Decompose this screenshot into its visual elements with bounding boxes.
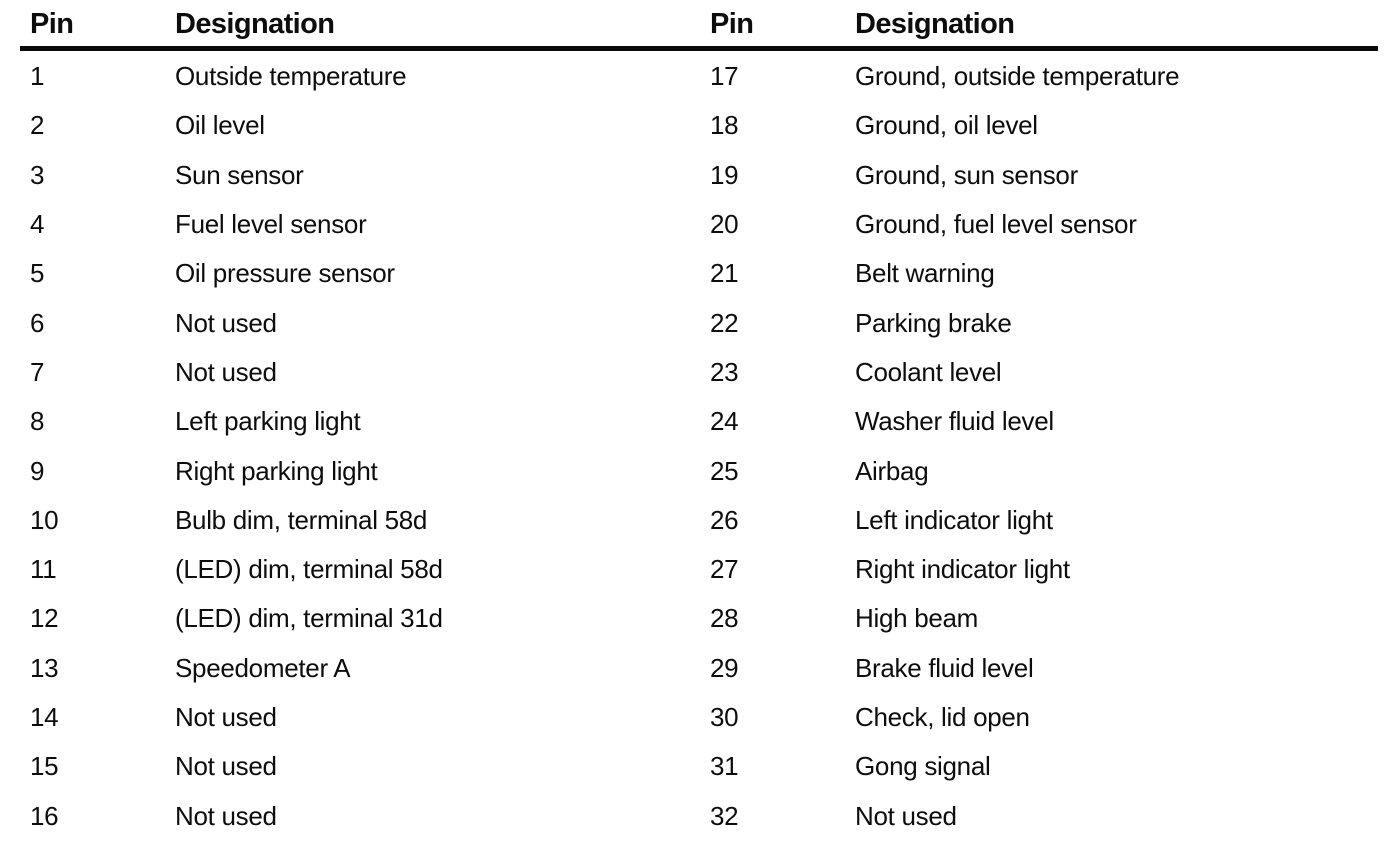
table-row: 10 Bulb dim, terminal 58d 26 Left indicator… xyxy=(0,496,1392,545)
table-row: 16 Not used 32 Not used xyxy=(0,791,1392,840)
pin-cell: 4 xyxy=(30,209,45,240)
pin-cell: 7 xyxy=(30,356,45,387)
pin-cell: 22 xyxy=(710,307,739,338)
table-row: 6 Not used 22 Parking brake xyxy=(0,298,1392,347)
designation-cell: High beam xyxy=(855,603,979,634)
designation-cell: Check, lid open xyxy=(855,702,1030,732)
pin-cell: 13 xyxy=(30,652,59,683)
pin-cell: 14 xyxy=(30,702,59,732)
table-row: 9 Right parking light 25 Airbag xyxy=(0,446,1392,495)
designation-cell: Oil level xyxy=(175,110,265,141)
designation-cell: Coolant level xyxy=(855,356,1002,387)
pin-cell: 15 xyxy=(30,751,59,782)
table-body: 1 Outside temperature 17 Ground, outside te… xyxy=(0,52,1392,841)
designation-cell: Speedometer A xyxy=(175,652,351,683)
designation-cell: Fuel level sensor xyxy=(175,209,367,240)
header-rule xyxy=(20,46,1378,51)
designation-cell: Not used xyxy=(175,307,277,338)
pin-cell: 31 xyxy=(710,751,739,782)
pin-cell: 19 xyxy=(710,159,739,190)
designation-cell: Brake fluid level xyxy=(855,652,1034,683)
pin-cell: 21 xyxy=(710,258,739,289)
pin-cell: 26 xyxy=(710,504,739,535)
pin-cell: 18 xyxy=(710,110,739,141)
column-header-designation-right: Designation xyxy=(855,8,1015,40)
designation-cell: Left indicator light xyxy=(855,504,1053,535)
designation-cell: Oil pressure sensor xyxy=(175,258,395,289)
designation-cell: Outside temperature xyxy=(175,61,407,92)
designation-cell: Belt warning xyxy=(855,258,995,289)
table-row: 2 Oil level 18 Ground, oil level xyxy=(0,101,1392,150)
table-row: 13 Speedometer A 29 Brake fluid level xyxy=(0,644,1392,693)
pin-cell: 20 xyxy=(710,209,739,240)
designation-cell: Ground, sun sensor xyxy=(855,159,1078,190)
designation-cell: Bulb dim, terminal 58d xyxy=(175,504,428,535)
pin-cell: 29 xyxy=(710,652,739,683)
pin-cell: 6 xyxy=(30,307,45,338)
pin-cell: 9 xyxy=(30,455,45,486)
designation-cell: Left parking light xyxy=(175,406,361,437)
pin-cell: 10 xyxy=(30,504,59,535)
column-header-pin-right: Pin xyxy=(710,8,754,40)
designation-cell: (LED) dim, terminal 58d xyxy=(175,554,443,585)
designation-cell: Gong signal xyxy=(855,751,991,782)
pin-cell: 11 xyxy=(30,554,57,585)
designation-cell: Ground, fuel level sensor xyxy=(855,209,1137,240)
pin-cell: 17 xyxy=(710,61,739,92)
designation-cell: Not used xyxy=(175,356,277,387)
designation-cell: Parking brake xyxy=(855,307,1012,338)
table-row: 11 (LED) dim, terminal 58d 27 Right indicat… xyxy=(0,545,1392,594)
pin-cell: 1 xyxy=(30,61,45,92)
pin-cell: 25 xyxy=(710,455,739,486)
designation-cell: Sun sensor xyxy=(175,159,304,190)
table-row: 5 Oil pressure sensor 21 Belt warning xyxy=(0,249,1392,298)
designation-cell: Not used xyxy=(175,702,277,732)
designation-cell: (LED) dim, terminal 31d xyxy=(175,603,443,634)
pin-cell: 28 xyxy=(710,603,739,634)
table-row: 14 Not used 30 Check, lid open xyxy=(0,693,1392,742)
designation-cell: Right indicator light xyxy=(855,554,1070,585)
table-header-row: Pin Designation Pin Designation xyxy=(0,10,1392,46)
pin-cell: 16 xyxy=(30,800,59,831)
column-header-designation-left: Designation xyxy=(175,8,335,40)
pin-cell: 12 xyxy=(30,603,59,634)
table-row: 7 Not used 23 Coolant level xyxy=(0,348,1392,397)
table-row: 1 Outside temperature 17 Ground, outside te… xyxy=(0,52,1392,101)
pin-cell: 27 xyxy=(710,554,739,585)
pin-cell: 8 xyxy=(30,406,45,437)
pin-cell: 5 xyxy=(30,258,45,289)
table-row: 8 Left parking light 24 Washer fluid level xyxy=(0,397,1392,446)
table-row: 3 Sun sensor 19 Ground, sun sensor xyxy=(0,151,1392,200)
designation-cell: Airbag xyxy=(855,455,929,486)
pin-cell: 30 xyxy=(710,702,739,732)
designation-cell: Not used xyxy=(175,751,277,782)
designation-cell: Not used xyxy=(175,800,277,831)
pin-cell: 23 xyxy=(710,356,739,387)
pin-cell: 3 xyxy=(30,159,45,190)
table-row: 12 (LED) dim, terminal 31d 28 High beam xyxy=(0,594,1392,643)
designation-cell: Ground, outside temperature xyxy=(855,61,1180,92)
designation-cell: Right parking light xyxy=(175,455,378,486)
pin-designation-table: Pin Designation Pin Designation 1 Outside… xyxy=(0,10,1392,841)
pin-cell: 24 xyxy=(710,406,739,437)
designation-cell: Washer fluid level xyxy=(855,406,1054,437)
pin-cell: 2 xyxy=(30,110,45,141)
pin-cell: 32 xyxy=(710,800,739,831)
table-row: 4 Fuel level sensor 20 Ground, fuel level s… xyxy=(0,200,1392,249)
designation-cell: Not used xyxy=(855,800,957,831)
designation-cell: Ground, oil level xyxy=(855,110,1038,141)
column-header-pin-left: Pin xyxy=(30,8,74,40)
table-row: 15 Not used 31 Gong signal xyxy=(0,742,1392,791)
